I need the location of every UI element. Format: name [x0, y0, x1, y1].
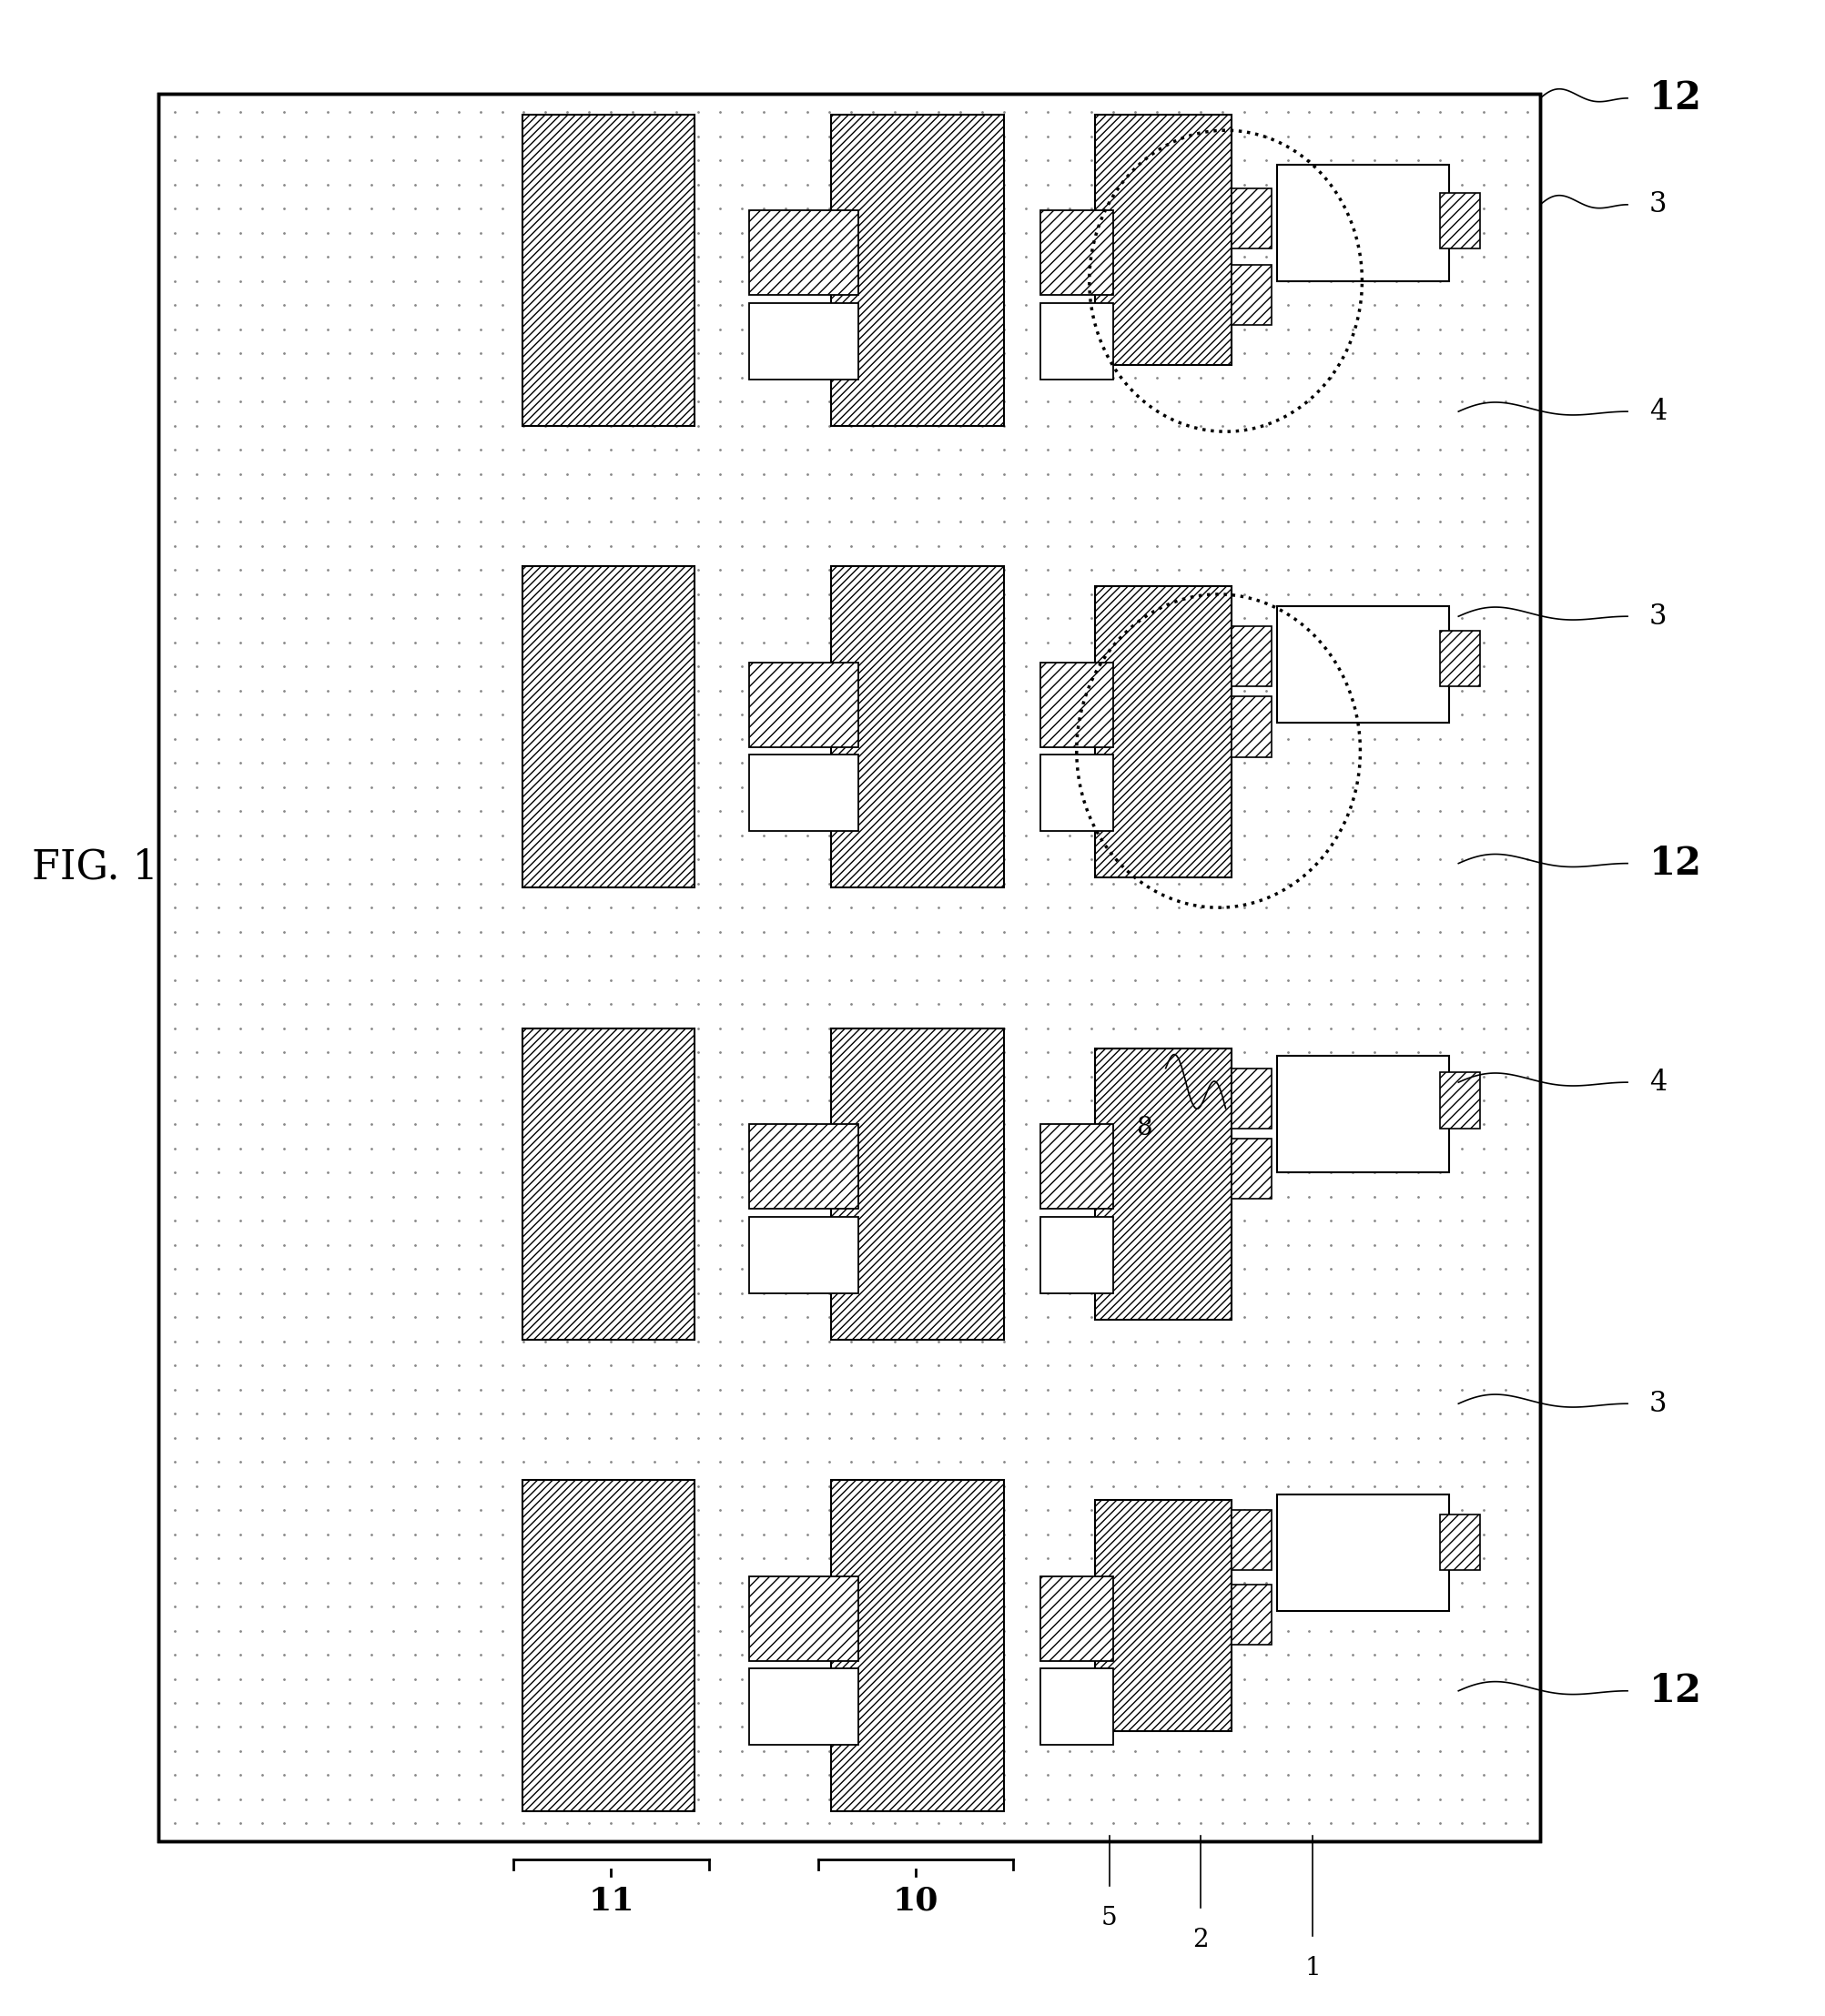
- Bar: [830, 1028, 1004, 1339]
- Text: 12: 12: [1648, 845, 1701, 883]
- Bar: [1230, 698, 1270, 756]
- Text: 3: 3: [1648, 192, 1666, 220]
- Bar: [159, 95, 1540, 1841]
- Text: 11: 11: [588, 1885, 633, 1917]
- Text: FIG. 1: FIG. 1: [31, 849, 157, 887]
- Bar: [522, 1480, 694, 1810]
- Bar: [1276, 1494, 1449, 1611]
- Bar: [1440, 1073, 1480, 1129]
- Bar: [1040, 754, 1113, 831]
- Bar: [748, 663, 858, 746]
- Bar: [1230, 1510, 1270, 1570]
- Bar: [522, 1028, 694, 1339]
- Bar: [1095, 115, 1230, 365]
- Bar: [1040, 210, 1113, 294]
- Bar: [748, 1577, 858, 1661]
- Bar: [1040, 1125, 1113, 1210]
- Text: 5: 5: [1100, 1905, 1117, 1931]
- Bar: [1095, 587, 1230, 877]
- Bar: [748, 210, 858, 294]
- Bar: [1440, 1514, 1480, 1570]
- Bar: [1040, 302, 1113, 379]
- Bar: [748, 1669, 858, 1746]
- Text: 10: 10: [892, 1885, 938, 1917]
- Bar: [830, 1480, 1004, 1810]
- Text: 4: 4: [1648, 397, 1666, 425]
- Bar: [1276, 607, 1449, 724]
- Text: 12: 12: [1648, 1671, 1701, 1710]
- Bar: [1040, 1669, 1113, 1746]
- Text: 3: 3: [1648, 1389, 1666, 1417]
- Text: 4: 4: [1648, 1068, 1666, 1097]
- Bar: [1276, 165, 1449, 280]
- Bar: [1040, 663, 1113, 746]
- Text: 12: 12: [1648, 79, 1701, 117]
- Bar: [1276, 1056, 1449, 1173]
- Bar: [1095, 1500, 1230, 1732]
- Text: 1: 1: [1305, 1956, 1321, 1980]
- Bar: [1230, 1585, 1270, 1645]
- Bar: [1230, 627, 1270, 687]
- Bar: [748, 754, 858, 831]
- Bar: [1440, 194, 1480, 248]
- Bar: [1440, 631, 1480, 687]
- Bar: [1230, 1139, 1270, 1200]
- Bar: [1230, 264, 1270, 325]
- Bar: [1095, 1048, 1230, 1318]
- Bar: [830, 566, 1004, 887]
- Bar: [1230, 1068, 1270, 1129]
- Text: 3: 3: [1648, 603, 1666, 631]
- Bar: [1040, 1218, 1113, 1292]
- Text: 2: 2: [1192, 1927, 1208, 1951]
- Bar: [748, 1125, 858, 1210]
- Bar: [159, 95, 1540, 1841]
- Bar: [522, 566, 694, 887]
- Text: 8: 8: [1135, 1117, 1152, 1141]
- Bar: [748, 302, 858, 379]
- Bar: [830, 115, 1004, 425]
- Bar: [1230, 190, 1270, 248]
- Bar: [1040, 1577, 1113, 1661]
- Bar: [522, 115, 694, 425]
- Bar: [748, 1218, 858, 1292]
